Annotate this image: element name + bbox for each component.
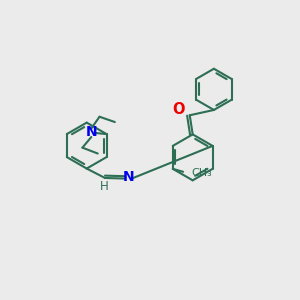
Text: N: N [123, 170, 135, 184]
Text: N: N [85, 125, 97, 139]
Text: CH₃: CH₃ [191, 168, 212, 178]
Text: O: O [172, 103, 185, 118]
Text: H: H [99, 180, 108, 193]
